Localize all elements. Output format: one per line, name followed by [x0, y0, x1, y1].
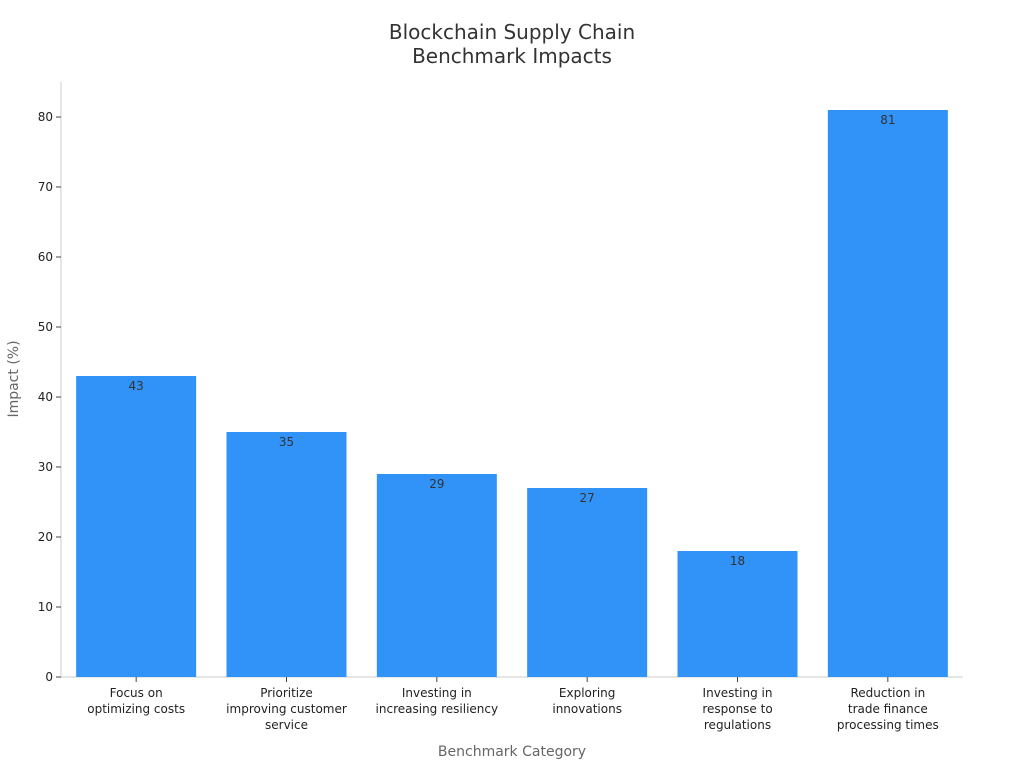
x-axis-title: Benchmark Category [438, 744, 586, 760]
y-tick-label: 0 [45, 670, 53, 684]
x-tick-label: Investing in increasing resiliency [376, 686, 499, 716]
x-tick-label: Prioritize improving customer service [226, 686, 347, 732]
data-label: 29 [429, 477, 444, 491]
y-axis-title: Impact (%) [6, 340, 22, 417]
bar [677, 551, 798, 677]
data-label: 27 [580, 491, 595, 505]
x-tick-label: Exploring innovations [552, 686, 622, 716]
y-tick-label: 70 [38, 180, 53, 194]
x-tick-label: Reduction in trade finance processing time… [837, 686, 939, 732]
x-tick-label: Focus on optimizing costs [87, 686, 185, 716]
y-tick-label: 80 [38, 110, 53, 124]
bar [527, 488, 648, 677]
bar [76, 376, 197, 677]
x-tick-label: Investing in response to regulations [702, 686, 772, 732]
y-tick-label: 10 [38, 600, 53, 614]
data-label: 18 [730, 554, 745, 568]
y-tick-label: 20 [38, 530, 53, 544]
bar [827, 110, 948, 677]
chart-title: Blockchain Supply Chain Benchmark Impact… [388, 20, 636, 68]
bar [226, 432, 347, 677]
y-tick-label: 40 [38, 390, 53, 404]
y-tick-label: 50 [38, 320, 53, 334]
y-tick-label: 60 [38, 250, 53, 264]
data-label: 81 [880, 113, 895, 127]
y-tick-label: 30 [38, 460, 53, 474]
bar [376, 474, 497, 677]
data-label: 35 [279, 435, 294, 449]
data-label: 43 [129, 379, 144, 393]
